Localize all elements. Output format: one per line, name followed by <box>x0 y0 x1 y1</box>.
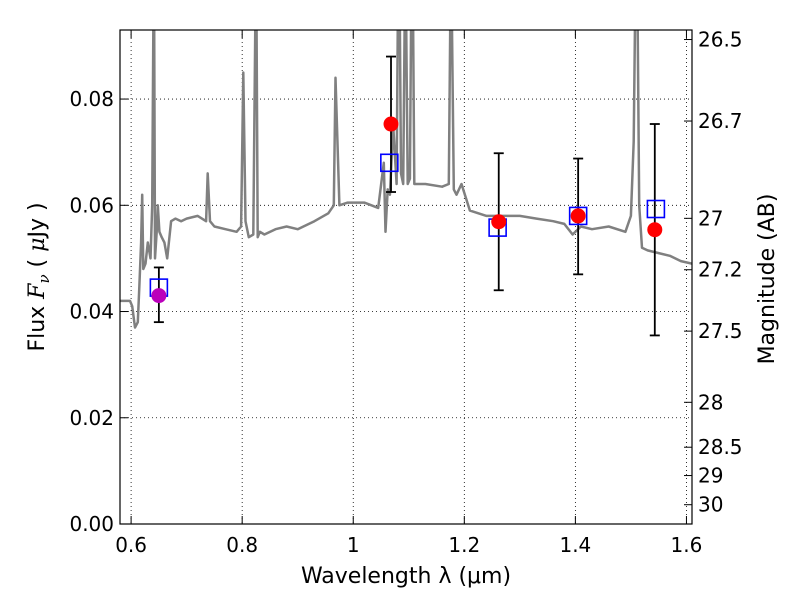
magnitude-axis: 26.5 26.7 27 27.2 27.5 28 28.5 29 30 <box>684 28 743 517</box>
x-tick-label: 1.2 <box>448 533 480 557</box>
y-tick-label: 0.02 <box>69 406 114 430</box>
magnitude-tick-label: 28.5 <box>698 435 743 459</box>
magnitude-axis-label: Magnitude (AB) <box>755 194 780 365</box>
x-tick-label: 0.8 <box>226 533 258 557</box>
y-axis-label-open: ( <box>25 252 50 275</box>
x-axis: 0.6 0.8 1 1.2 1.4 1.6 <box>115 30 702 557</box>
x-tick-label: 0.6 <box>115 533 147 557</box>
magnitude-tick-label: 26.5 <box>698 28 743 52</box>
y-axis: 0.00 0.02 0.04 0.06 0.08 <box>69 87 128 536</box>
observed-point <box>570 208 586 224</box>
observed-point <box>151 288 167 304</box>
y-tick-label: 0.00 <box>69 512 114 536</box>
grid <box>120 30 692 524</box>
magnitude-tick-label: 27.2 <box>698 258 743 282</box>
observed-point <box>491 214 507 230</box>
observed-point <box>647 222 663 238</box>
y-tick-label: 0.06 <box>69 193 114 217</box>
magnitude-tick-label: 27.5 <box>698 319 743 343</box>
magnitude-tick-label: 30 <box>698 493 723 517</box>
y-tick-label: 0.08 <box>69 87 114 111</box>
magnitude-tick-label: 29 <box>698 464 723 488</box>
x-axis-label: Wavelength λ (μm) <box>301 564 511 589</box>
y-axis-label-variable: F <box>25 283 50 300</box>
plot-area <box>120 30 692 337</box>
plot-frame <box>119 29 693 525</box>
y-tick-label: 0.04 <box>69 300 114 324</box>
y-axis-label-unit-mu: μ <box>25 238 50 252</box>
model-spectrum-line <box>120 30 692 329</box>
magnitude-tick-label: 26.7 <box>698 109 743 133</box>
magnitude-tick-label: 28 <box>698 390 723 414</box>
model-square <box>568 206 588 226</box>
model-square <box>380 153 399 173</box>
y-axis-label-subscript: ν <box>35 274 53 283</box>
x-tick-label: 1 <box>347 533 360 557</box>
observed-points <box>151 116 663 304</box>
y-axis-label-prefix: Flux <box>25 299 50 352</box>
observed-point <box>383 116 399 132</box>
model-square <box>646 199 666 219</box>
y-axis-label-unit-rest: Jy ) <box>25 202 50 239</box>
y-axis-label: Flux Fν ( μJy ) <box>25 202 53 351</box>
magnitude-tick-label: 27 <box>698 206 723 230</box>
x-tick-label: 1.6 <box>671 533 703 557</box>
x-tick-label: 1.4 <box>559 533 591 557</box>
